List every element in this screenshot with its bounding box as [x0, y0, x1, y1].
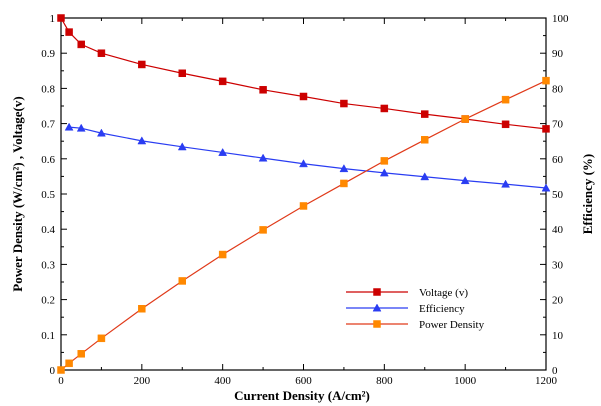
legend-label: Voltage (v) — [419, 287, 468, 299]
y-right-tick-label: 100 — [552, 13, 569, 25]
y-axis-left-title: Power Density (W/cm²) , Voltage(v) — [10, 96, 25, 291]
y-axis-right-title: Efficiency (%) — [580, 154, 595, 235]
data-point — [97, 334, 106, 343]
data-point — [97, 49, 106, 57]
legend-entry: Power Density — [346, 319, 485, 331]
y-left-tick-label: 0.1 — [41, 330, 55, 342]
data-point — [65, 359, 73, 368]
axes: 0 200 400 600 800 1000 120000.10.20.30.40.50.6… — [41, 13, 569, 387]
series-power-density — [57, 76, 550, 374]
legend-marker — [372, 303, 382, 312]
data-point — [421, 136, 429, 144]
data-point — [77, 350, 85, 358]
legend-entry: Voltage (v) — [346, 287, 468, 299]
legend-marker — [373, 320, 381, 328]
data-point — [501, 95, 510, 104]
data-point — [379, 168, 389, 177]
data-point — [64, 122, 74, 131]
y-right-tick-label: 10 — [552, 330, 564, 342]
data-point — [461, 115, 469, 123]
data-point — [137, 136, 147, 145]
data-point — [380, 157, 389, 165]
y-left-tick-label: 0 — [50, 365, 56, 377]
data-point — [76, 123, 86, 132]
data-point — [501, 179, 511, 188]
y-right-tick-label: 70 — [552, 119, 564, 131]
legend-label: Efficiency — [419, 303, 465, 315]
legend-label: Power Density — [419, 319, 485, 331]
data-point — [542, 76, 550, 85]
series-line — [69, 126, 547, 189]
data-point — [421, 110, 429, 118]
x-tick-label: 0 — [58, 375, 64, 387]
y-right-tick-label: 20 — [552, 295, 564, 307]
data-point — [138, 60, 146, 69]
data-point — [460, 176, 470, 185]
y-right-tick-label: 50 — [552, 189, 564, 201]
x-tick-label: 400 — [214, 375, 231, 387]
data-point — [380, 104, 389, 113]
y-left-tick-label: 0.5 — [41, 189, 55, 201]
data-point — [541, 183, 551, 192]
x-tick-label: 1200 — [535, 375, 558, 387]
y-right-tick-label: 40 — [552, 224, 564, 236]
y-left-tick-label: 0.9 — [41, 48, 55, 60]
data-point — [65, 28, 73, 36]
series-efficiency — [64, 122, 551, 192]
series-layer — [57, 14, 551, 374]
x-axis-title: Current Density (A/cm²) — [234, 388, 370, 403]
data-point — [340, 179, 348, 188]
data-point — [138, 305, 146, 313]
legend-marker — [373, 288, 381, 296]
y-left-tick-label: 1 — [50, 13, 56, 25]
x-tick-label: 200 — [134, 375, 151, 387]
data-point — [259, 86, 267, 94]
data-point — [218, 147, 228, 156]
data-point — [339, 164, 349, 173]
x-tick-label: 600 — [295, 375, 312, 387]
y-left-tick-label: 0.8 — [41, 83, 55, 95]
series-voltage-v — [57, 14, 550, 133]
y-right-tick-label: 90 — [552, 48, 564, 60]
legend-entry: Efficiency — [346, 303, 465, 315]
data-point — [77, 40, 85, 49]
data-point — [299, 202, 308, 210]
y-left-tick-label: 0.3 — [41, 259, 55, 271]
legend: Voltage (v) Efficiency Power Density — [346, 287, 485, 331]
y-left-tick-label: 0.7 — [41, 119, 55, 131]
y-right-tick-label: 60 — [552, 154, 564, 166]
data-point — [57, 366, 65, 374]
y-left-tick-label: 0.4 — [41, 224, 55, 236]
data-point — [299, 92, 308, 101]
y-right-tick-label: 0 — [552, 365, 558, 377]
data-point — [340, 99, 348, 108]
data-point — [542, 125, 550, 133]
y-left-tick-label: 0.2 — [41, 295, 55, 307]
data-point — [178, 69, 186, 78]
x-tick-label: 1000 — [454, 375, 477, 387]
data-point — [57, 14, 65, 22]
y-right-tick-label: 30 — [552, 259, 564, 271]
data-point — [218, 77, 227, 86]
data-point — [259, 226, 267, 234]
data-point — [178, 277, 186, 285]
y-left-tick-label: 0.6 — [41, 154, 55, 166]
x-tick-label: 800 — [376, 375, 393, 387]
data-point — [299, 159, 308, 168]
data-point — [420, 172, 430, 181]
data-point — [501, 120, 510, 129]
data-point — [177, 142, 187, 151]
data-point — [258, 153, 268, 162]
data-point — [96, 128, 106, 137]
data-point — [218, 250, 227, 259]
y-right-tick-label: 80 — [552, 83, 564, 95]
